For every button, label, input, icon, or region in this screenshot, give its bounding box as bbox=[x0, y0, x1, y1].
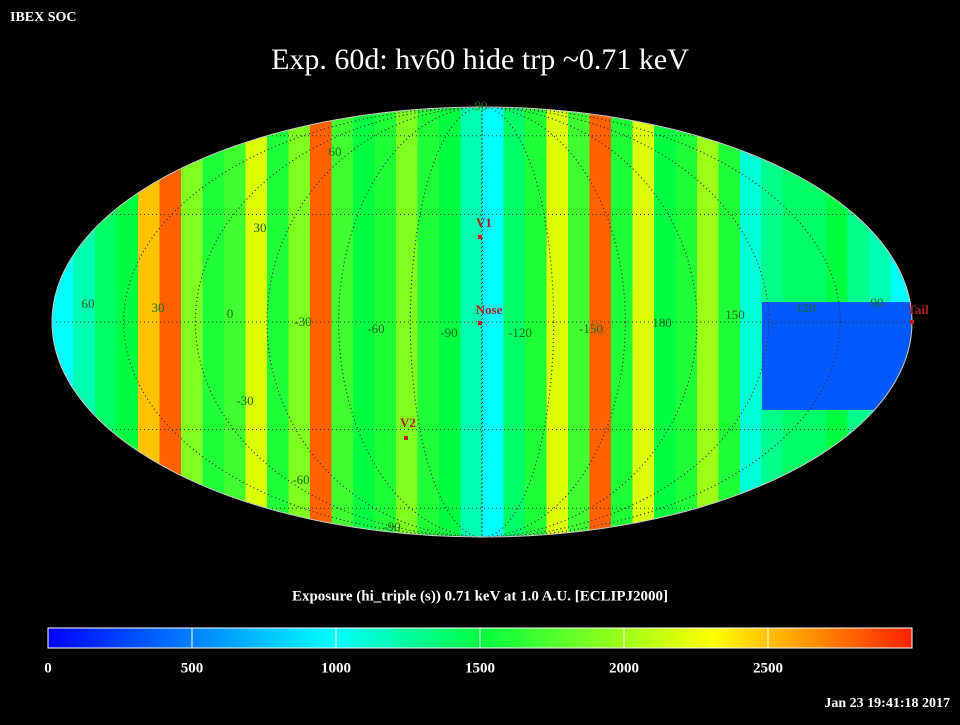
longitude-label: -120 bbox=[508, 325, 532, 340]
latitude-label: -60 bbox=[292, 472, 309, 487]
marker-dot bbox=[404, 436, 408, 440]
longitude-label: 60 bbox=[82, 296, 95, 311]
marker-dot bbox=[478, 235, 482, 239]
marker-label: V2 bbox=[400, 415, 416, 430]
exposure-strip bbox=[740, 107, 762, 537]
low-exposure-region bbox=[762, 302, 912, 410]
latitude-label: -30 bbox=[236, 393, 253, 408]
map-title: Exp. 60d: hv60 hide trp ~0.71 keV bbox=[271, 43, 689, 76]
exposure-strip bbox=[331, 107, 354, 537]
latitude-label: 90 bbox=[475, 98, 488, 113]
exposure-strip bbox=[396, 107, 418, 537]
longitude-label: -150 bbox=[579, 321, 603, 336]
exposure-strip bbox=[611, 107, 633, 537]
marker-label: Tail bbox=[907, 302, 929, 317]
latitude-label: 30 bbox=[254, 220, 267, 235]
exposure-strip bbox=[116, 107, 139, 537]
longitude-label: -30 bbox=[294, 314, 311, 329]
longitude-label: 180 bbox=[652, 315, 672, 330]
latitude-label: -90 bbox=[383, 519, 400, 534]
exposure-strip bbox=[52, 107, 74, 537]
colorbar-tick-label: 2000 bbox=[609, 660, 639, 676]
marker-label: V1 bbox=[476, 215, 492, 230]
marker-dot bbox=[478, 321, 482, 325]
longitude-label: 120 bbox=[796, 300, 816, 315]
colorbar-tick-label: 0 bbox=[44, 660, 52, 676]
longitude-label: 90 bbox=[871, 295, 884, 310]
latitude-label: 60 bbox=[329, 144, 342, 159]
meridian bbox=[338, 107, 626, 537]
colorbar-tick-label: 2500 bbox=[753, 660, 783, 676]
exposure-strip bbox=[224, 107, 246, 537]
colorbar-tick-label: 500 bbox=[181, 660, 204, 676]
exposure-strip bbox=[159, 107, 182, 537]
exposure-strip bbox=[503, 107, 526, 537]
longitude-label: -90 bbox=[440, 325, 457, 340]
longitude-label: 30 bbox=[152, 300, 165, 315]
exposure-strip bbox=[202, 107, 225, 537]
longitude-label: 0 bbox=[227, 306, 234, 321]
exposure-strip bbox=[632, 107, 655, 537]
longitude-label: -60 bbox=[367, 321, 384, 336]
marker-dot bbox=[910, 320, 914, 324]
longitude-label: 150 bbox=[725, 307, 745, 322]
app-label: IBEX SOC bbox=[10, 10, 77, 25]
marker-label: Nose bbox=[476, 302, 503, 317]
exposure-strip bbox=[675, 107, 698, 537]
exposure-strip bbox=[267, 107, 289, 537]
colorbar-tick-label: 1500 bbox=[465, 660, 495, 676]
exposure-strip bbox=[439, 107, 461, 537]
colorbar-tick-label: 1000 bbox=[321, 660, 351, 676]
meridian bbox=[481, 107, 483, 537]
exposure-strip bbox=[546, 107, 569, 537]
colorbar-title: Exposure (hi_triple (s)) 0.71 keV at 1.0… bbox=[292, 588, 668, 604]
meridian bbox=[409, 107, 555, 537]
exposure-strip bbox=[95, 107, 117, 537]
graticule bbox=[52, 107, 912, 537]
map-labels: 90 60 30 -30 -60 -90 60 30 0 -30 -60 -90 -120 -150 180… bbox=[82, 98, 929, 534]
timestamp: Jan 23 19:41:18 2017 bbox=[824, 696, 950, 711]
colorbar-ticks: 0 500 1000 1500 2000 2500 bbox=[44, 628, 783, 676]
